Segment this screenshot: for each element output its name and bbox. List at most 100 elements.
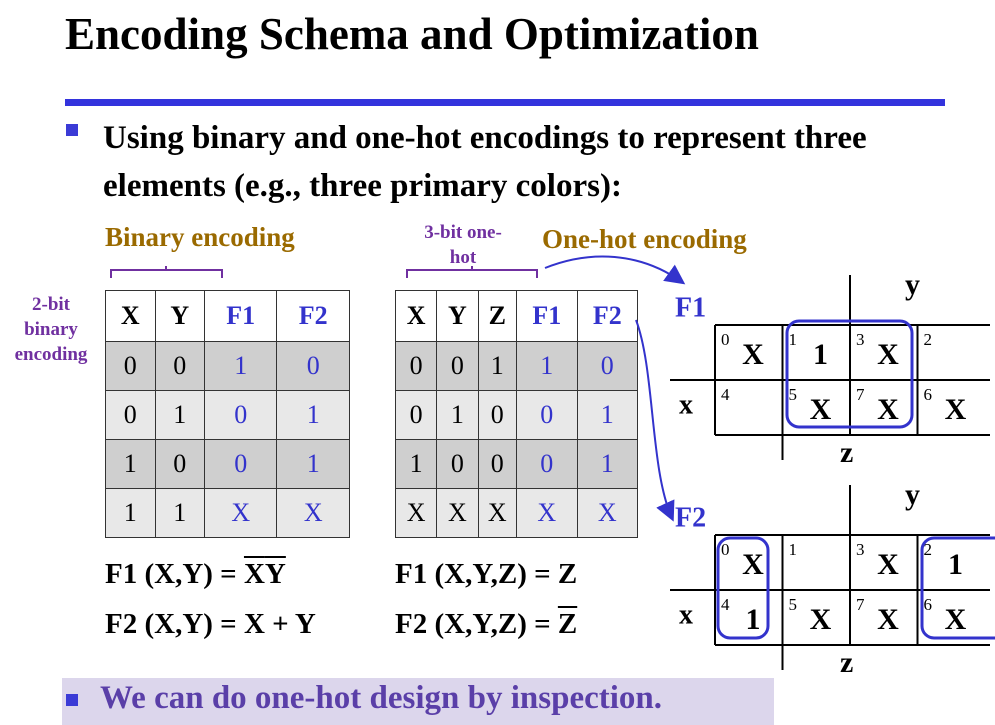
equation-part: F2 (X,Y,Z) = bbox=[395, 608, 558, 640]
binary-side-label: 2-bit binary encoding bbox=[14, 294, 88, 365]
kmap-top-var: y bbox=[905, 268, 920, 301]
conclusion-text: We can do one-hot design by inspection. bbox=[100, 680, 662, 716]
equation-part: X bbox=[243, 558, 265, 590]
cell-value: X bbox=[810, 603, 832, 636]
cell-index: 5 bbox=[789, 385, 798, 404]
column-header: F1 bbox=[516, 290, 578, 342]
equation: F2 (X,Y) = X + Y bbox=[105, 608, 316, 641]
binary-heading: Binary encoding bbox=[105, 222, 295, 252]
header-row: X Y Z F1 F2 bbox=[394, 290, 639, 342]
arrows bbox=[544, 255, 686, 522]
table-cell: 0 bbox=[516, 439, 578, 489]
table-cell: X bbox=[516, 488, 578, 538]
table-cell: 0 bbox=[203, 439, 278, 489]
cell-value: X bbox=[877, 338, 899, 371]
equation-part: Y bbox=[264, 558, 286, 590]
cell-value: 1 bbox=[948, 548, 963, 581]
table-cell: 0 bbox=[477, 439, 518, 489]
table-cell: 1 bbox=[276, 439, 350, 489]
column-header: X bbox=[394, 290, 438, 342]
table-cell: 1 bbox=[516, 341, 578, 391]
cell-index: 3 bbox=[856, 330, 865, 349]
cell-index: 4 bbox=[721, 595, 730, 614]
cell-index: 0 bbox=[721, 330, 730, 349]
brackets bbox=[110, 266, 538, 278]
column-header: Y bbox=[436, 290, 479, 342]
kmap-bottom-var: z bbox=[840, 646, 853, 679]
bullet-text: Using binary and one-hot encodings to re… bbox=[103, 120, 867, 204]
table-cell: 1 bbox=[276, 390, 350, 440]
bullet-marker bbox=[66, 124, 78, 136]
equation: F1 (X,Y) = XY bbox=[105, 558, 286, 591]
equation-part: Z bbox=[557, 608, 578, 640]
table-cell: X bbox=[203, 488, 278, 538]
cell-index: 7 bbox=[856, 595, 865, 614]
cell-index: 6 bbox=[924, 595, 933, 614]
table-cell: X bbox=[576, 488, 639, 538]
cell-value: X bbox=[742, 548, 764, 581]
kmap-row-var: x bbox=[679, 599, 693, 630]
table-cell: 0 bbox=[105, 341, 156, 391]
equation: F1 (X,Y,Z) = Z bbox=[395, 558, 577, 591]
equation-part: F2 (X,Y) = X + Y bbox=[105, 608, 316, 640]
cell-index: 6 bbox=[924, 385, 933, 404]
kmap-loop bbox=[716, 536, 770, 640]
one-hot-heading: One-hot encoding bbox=[542, 224, 747, 254]
kmap-row-var: x bbox=[679, 389, 693, 420]
table-cell: 0 bbox=[394, 341, 438, 391]
binary-table: X Y F1 F2 0 0 1 0 0 1 0 1 1 0 0 1 1 1 X X bbox=[105, 290, 350, 538]
cell-index: 1 bbox=[789, 330, 798, 349]
table-cell: 0 bbox=[516, 390, 578, 440]
table-cell: 1 bbox=[576, 390, 639, 440]
cell-index: 2 bbox=[924, 540, 933, 559]
equation-part: F1 (X,Y) = bbox=[105, 558, 244, 590]
kmap bbox=[670, 485, 990, 670]
cell-index: 2 bbox=[924, 330, 933, 349]
cell-value: X bbox=[877, 548, 899, 581]
kmap bbox=[670, 275, 990, 460]
table-cell: 1 bbox=[436, 390, 479, 440]
cell-value: X bbox=[945, 603, 967, 636]
table-cell: 1 bbox=[576, 439, 639, 489]
cell-value: X bbox=[877, 393, 899, 426]
table-cell: 0 bbox=[576, 341, 639, 391]
table-cell: 1 bbox=[394, 439, 438, 489]
column-header: Z bbox=[477, 290, 518, 342]
conclusion-box bbox=[62, 678, 774, 725]
table-cell: X bbox=[276, 488, 350, 538]
table-cell: 1 bbox=[154, 390, 205, 440]
slide-title: Encoding Schema and Optimization bbox=[65, 9, 759, 59]
cell-index: 1 bbox=[789, 540, 798, 559]
equation: F2 (X,Y,Z) = Z bbox=[395, 608, 577, 641]
cell-value: X bbox=[742, 338, 764, 371]
kmap-name: F1 bbox=[675, 292, 706, 323]
header-row: X Y F1 F2 bbox=[105, 290, 350, 342]
table-cell: 0 bbox=[436, 439, 479, 489]
equation-part: F1 (X,Y,Z) = Z bbox=[395, 558, 578, 590]
cell-value: X bbox=[945, 393, 967, 426]
bullet-marker bbox=[66, 694, 78, 706]
one-hot-label: 3-bit one-hot bbox=[424, 222, 502, 268]
kmap-name: F2 bbox=[675, 502, 706, 533]
table-cell: 0 bbox=[203, 390, 278, 440]
title-rule bbox=[65, 99, 945, 106]
table-cell: 1 bbox=[203, 341, 278, 391]
cell-value: X bbox=[877, 603, 899, 636]
table-cell: 0 bbox=[105, 390, 156, 440]
kmap-bottom-var: z bbox=[840, 436, 853, 469]
kmap-top-var: y bbox=[905, 478, 920, 511]
cell-index: 4 bbox=[721, 385, 730, 404]
table-cell: X bbox=[436, 488, 479, 538]
cell-index: 3 bbox=[856, 540, 865, 559]
column-header: F1 bbox=[203, 290, 278, 342]
column-header: F2 bbox=[576, 290, 639, 342]
cell-value: 1 bbox=[813, 338, 828, 371]
table-cell: 1 bbox=[105, 439, 156, 489]
